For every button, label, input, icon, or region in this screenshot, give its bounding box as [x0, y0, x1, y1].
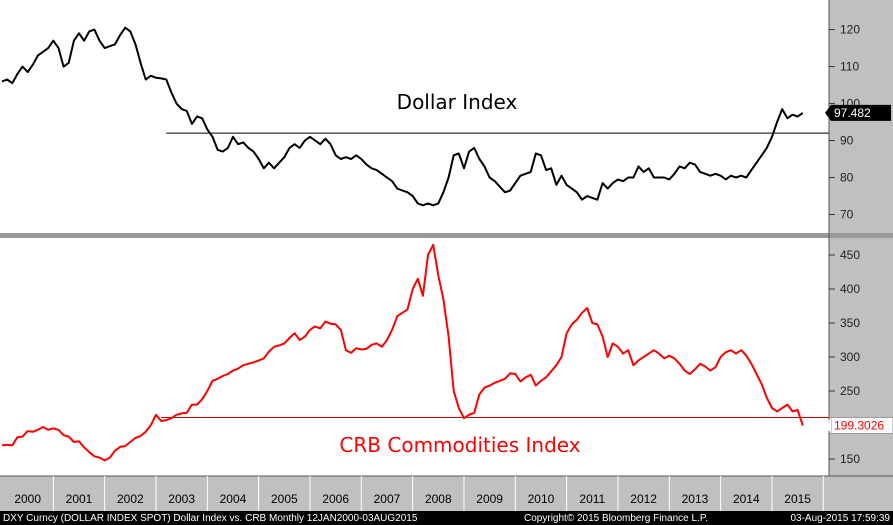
year-label-2006: 2006 — [322, 492, 349, 506]
crb-y-tick-label-150: 150 — [840, 452, 860, 466]
year-label-2013: 2013 — [682, 492, 709, 506]
footer-copyright: Copyright© 2015 Bloomberg Finance L.P. — [524, 513, 708, 524]
crb-y-tick-label-450: 450 — [840, 248, 860, 262]
year-label-2005: 2005 — [271, 492, 298, 506]
year-label-2004: 2004 — [220, 492, 247, 506]
crb-last-value-label: 199.3026 — [834, 418, 884, 432]
dollar-y-tick-label-90: 90 — [840, 134, 854, 148]
year-label-2003: 2003 — [168, 492, 195, 506]
panel-separator — [0, 233, 893, 238]
dollar-series-line — [1, 26, 804, 207]
crb-series-group — [1, 243, 804, 462]
year-x-ticks: 2000 2001 2002 2003 2004 2005 2006 2007 2008 2009… — [14, 476, 824, 511]
year-label-2014: 2014 — [733, 492, 760, 506]
year-label-2011: 2011 — [579, 492, 605, 506]
dollar-last-value-box — [831, 104, 891, 121]
dollar-last-value-pointer — [825, 104, 831, 121]
dollar-series-group — [1, 26, 804, 207]
crb-index-title: CRB Commodities Index — [339, 433, 580, 457]
footer-band — [0, 511, 893, 525]
year-label-2012: 2012 — [630, 492, 657, 506]
footer-timestamp: 03-Aug-2015 17:59:39 — [790, 513, 890, 524]
dollar-last-value-label: 97.482 — [834, 106, 871, 120]
dollar-y-tick-label-110: 110 — [840, 60, 859, 74]
year-label-2010: 2010 — [528, 492, 555, 506]
year-label-2008: 2008 — [425, 492, 452, 506]
top-panel-background — [0, 0, 829, 233]
dollar-y-tick-label-120: 120 — [840, 23, 860, 37]
year-label-2002: 2002 — [117, 492, 144, 506]
crb-last-value-pointer — [825, 417, 831, 434]
crb-y-tick-label-400: 400 — [840, 282, 860, 296]
year-label-2000: 2000 — [14, 492, 41, 506]
dollar-y-tick-label-80: 80 — [840, 171, 854, 185]
bottom-y-axis-band — [829, 238, 893, 476]
year-label-2009: 2009 — [476, 492, 503, 506]
dollar-y-tick-label-70: 70 — [840, 208, 854, 222]
year-label-2015: 2015 — [784, 492, 811, 506]
x-axis-band — [0, 476, 893, 511]
crb-y-tick-label-250: 250 — [840, 384, 860, 398]
crb-y-tick-label-300: 300 — [840, 350, 860, 364]
dollar-index-title: Dollar Index — [397, 90, 518, 114]
year-label-2007: 2007 — [374, 492, 401, 506]
crb-series-line — [1, 243, 804, 462]
year-label-2001: 2001 — [66, 492, 93, 506]
last-value-labels: 97.482 199.3026 — [825, 104, 893, 434]
footer-description: DXY Curncy (DOLLAR INDEX SPOT) Dollar In… — [3, 513, 418, 524]
crb-y-tick-label-350: 350 — [840, 316, 860, 330]
